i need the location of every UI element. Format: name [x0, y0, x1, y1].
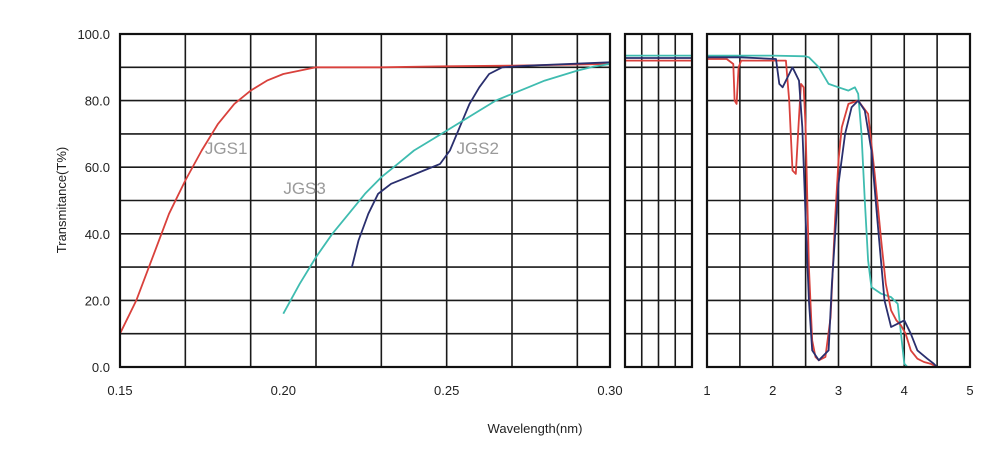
x-tick-label-uv-3: 0.30 [597, 383, 622, 398]
panel-frame-mid [623, 32, 694, 369]
y-tick-label-3: 60.0 [85, 160, 110, 175]
x-tick-label-ir-2: 3 [835, 383, 842, 398]
series-line-jgs3-uv [282, 63, 611, 315]
x-tick-label-uv-2: 0.25 [434, 383, 459, 398]
x-tick-label-uv-0: 0.15 [107, 383, 132, 398]
frame-layer [118, 32, 972, 369]
series-label-jgs2: JGS2 [456, 139, 499, 158]
panel-frame-uv [118, 32, 612, 369]
series-line-jgs2-uv [351, 61, 611, 268]
x-axis-label: Wavelength(nm) [488, 421, 583, 436]
y-tick-label-0: 0.0 [92, 360, 110, 375]
panel-frame-ir [705, 32, 972, 369]
tick-layer: JGS1 JGS3 JGS2 0.15 0.20 0.25 0.30 1 2 3 4 5 0.0 20.0… [77, 27, 973, 398]
y-tick-label-2: 40.0 [85, 227, 110, 242]
y-tick-label-5: 100.0 [77, 27, 110, 42]
series-line-jgs1-uv [119, 63, 611, 335]
grid-layer [119, 33, 971, 368]
x-tick-label-uv-1: 0.20 [271, 383, 296, 398]
x-tick-label-ir-0: 1 [703, 383, 710, 398]
series-line-jgs3-ir [707, 54, 909, 368]
series-label-jgs3: JGS3 [283, 179, 326, 198]
x-tick-label-ir-1: 2 [769, 383, 776, 398]
y-tick-label-1: 20.0 [85, 293, 110, 308]
y-tick-label-4: 80.0 [85, 94, 110, 109]
series-label-jgs1: JGS1 [205, 139, 248, 158]
y-axis-label: Transmitance(T%) [54, 147, 69, 253]
series-line-jgs2-ir [707, 56, 938, 368]
x-tick-label-ir-4: 5 [966, 383, 973, 398]
x-tick-label-ir-3: 4 [901, 383, 908, 398]
series-layer [119, 54, 938, 368]
